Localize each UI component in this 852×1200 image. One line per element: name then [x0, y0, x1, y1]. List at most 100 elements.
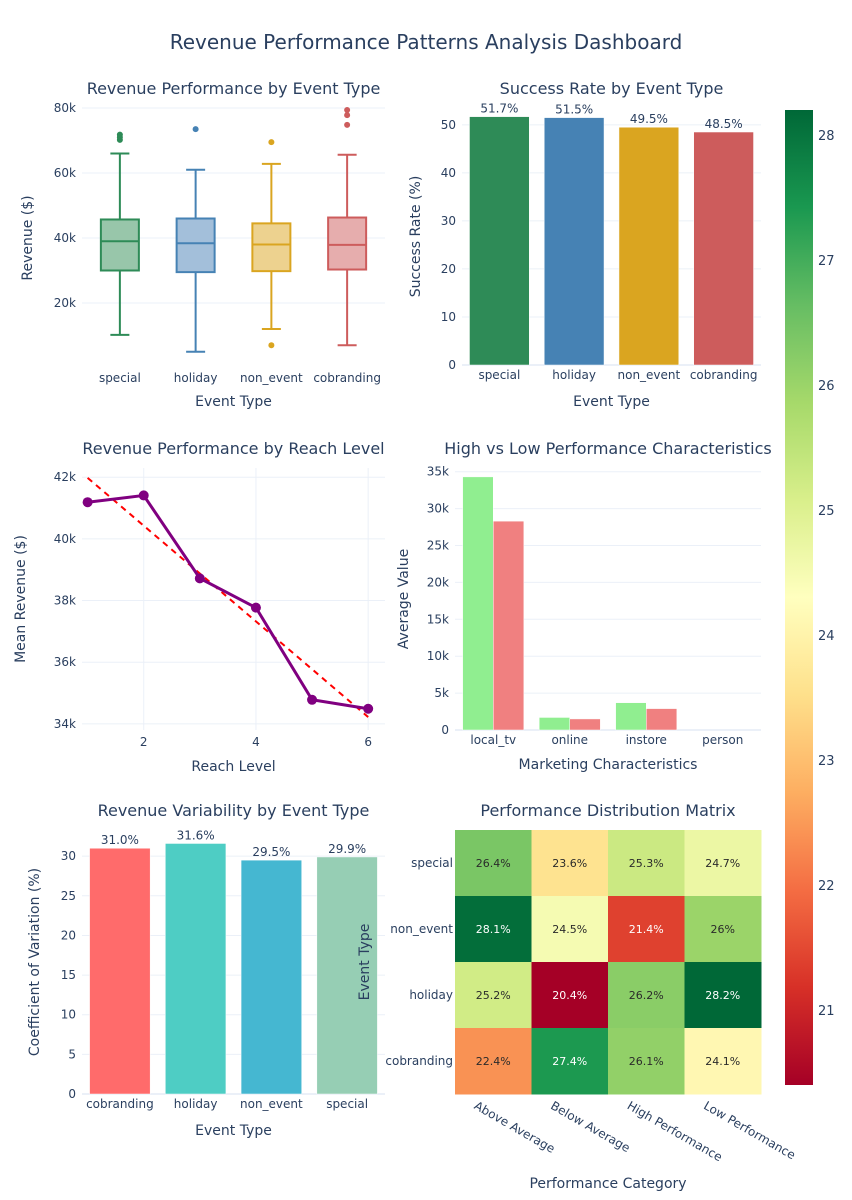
- x-tick-label: 4: [252, 735, 260, 749]
- bar-cobranding: [89, 847, 151, 1095]
- heatmap-cell: [684, 830, 762, 897]
- y-tick-label: 15: [61, 968, 76, 982]
- y-tick-label: non_event: [390, 922, 453, 936]
- y-tick-label: 80k: [54, 101, 76, 115]
- heatmap-cell-label: 26.1%: [629, 1055, 664, 1068]
- x-tick-label: cobranding: [690, 368, 758, 382]
- x-tick-label: holiday: [174, 371, 218, 385]
- heatmap-cell: [684, 962, 762, 1029]
- subplot-title: Performance Distribution Matrix: [480, 801, 735, 820]
- y-tick-label: 0: [68, 1087, 76, 1101]
- y-tick-label: 5k: [434, 686, 449, 700]
- y-axis-title: Success Rate (%): [408, 176, 424, 298]
- y-tick-label: 35k: [427, 465, 449, 479]
- heatmap-cell-label: 25.2%: [476, 989, 511, 1002]
- x-tick-label: holiday: [552, 368, 596, 382]
- bar-online-low: [569, 718, 601, 731]
- x-tick-label: special: [326, 1097, 368, 1111]
- y-tick-label: 10: [61, 1008, 76, 1022]
- outlier-point: [344, 121, 351, 128]
- data-point: [138, 490, 149, 501]
- colorbar-tick-label: 26: [818, 379, 835, 394]
- heatmap-cell: [531, 1028, 609, 1095]
- heatmap-cell-label: 22.4%: [476, 1055, 511, 1068]
- chart-revenue-variability: Revenue Variability by Event Type 0 5 10 15 2…: [27, 801, 385, 1139]
- y-tick-label: 0: [448, 358, 456, 372]
- x-axis-title: Marketing Characteristics: [519, 757, 698, 773]
- chart-high-vs-low: High vs Low Performance Characteristics 0…: [396, 439, 772, 773]
- outlier-point: [268, 139, 275, 146]
- y-tick-label: 60k: [54, 166, 76, 180]
- y-tick-label: 34k: [54, 717, 76, 731]
- x-axis-title: Event Type: [195, 1123, 272, 1139]
- heatmap-cell: [608, 962, 685, 1029]
- y-axis-title: Event Type: [357, 924, 373, 1001]
- x-axis-title: Performance Category: [529, 1176, 686, 1192]
- bar-non_event: [240, 859, 302, 1095]
- y-tick-label: 20k: [427, 575, 449, 589]
- x-tick-label: 6: [364, 735, 372, 749]
- heatmap-cell-label: 24.5%: [552, 923, 587, 936]
- colorbar: 21 22 23 24 25 26 27 28: [785, 110, 835, 1085]
- x-axis-title: Reach Level: [191, 759, 275, 775]
- chart-success-rate: Success Rate by Event Type 0 10 20 30 40 50 51.…: [408, 79, 761, 410]
- y-tick-label: 25: [61, 889, 76, 903]
- x-tick-label: person: [702, 733, 743, 747]
- heatmap-cell: [608, 1028, 685, 1095]
- chart-performance-matrix: Performance Distribution Matrix 26.4% 23.6…: [357, 801, 798, 1192]
- box-holiday: [175, 126, 216, 353]
- y-axis-title: Average Value: [396, 549, 412, 649]
- heatmap-cell-label: 23.6%: [552, 857, 587, 870]
- y-tick-label: cobranding: [385, 1054, 453, 1068]
- x-tick-label: non_event: [240, 1097, 303, 1111]
- outlier-point: [344, 106, 351, 113]
- y-axis-title: Revenue ($): [20, 195, 36, 280]
- chart-revenue-by-event-type: Revenue Performance by Event Type 20k 40k 6…: [20, 79, 385, 410]
- bar-local_tv-high: [462, 476, 494, 731]
- box-special: [99, 131, 140, 336]
- heatmap-cell: [531, 896, 609, 963]
- heatmap-cell: [684, 896, 762, 963]
- x-tick-label: Below Average: [548, 1098, 632, 1155]
- heatmap-cell: [455, 962, 532, 1029]
- bar-special: [469, 116, 530, 366]
- heatmap-cell-label: 24.1%: [705, 1055, 740, 1068]
- y-tick-label: 38k: [54, 594, 76, 608]
- heatmap-cell-label: 26%: [711, 923, 735, 936]
- y-tick-label: 40k: [54, 532, 76, 546]
- x-tick-label: local_tv: [470, 733, 516, 747]
- heatmap-cell: [608, 830, 685, 897]
- outlier-point: [268, 342, 275, 349]
- y-tick-label: 30: [441, 214, 456, 228]
- x-tick-label: instore: [626, 733, 667, 747]
- heatmap-cell: [455, 1028, 532, 1095]
- mean-revenue-line: [87, 493, 369, 711]
- y-tick-label: 20k: [54, 296, 76, 310]
- bar-instore-low: [646, 708, 678, 731]
- data-point: [194, 573, 205, 584]
- x-axis-title: Event Type: [573, 394, 650, 410]
- heatmap-cell: [684, 1028, 762, 1095]
- y-tick-label: 10: [441, 310, 456, 324]
- y-tick-label: 50: [441, 118, 456, 132]
- box-iqr: [175, 217, 216, 274]
- x-axis-title: Event Type: [195, 394, 272, 410]
- subplot-title: Revenue Variability by Event Type: [98, 801, 370, 820]
- data-point: [307, 694, 318, 705]
- outlier-point: [192, 126, 199, 133]
- y-axis-title: Coefficient of Variation (%): [27, 868, 43, 1056]
- bar-online-high: [538, 717, 571, 731]
- colorbar-tick-label: 21: [818, 1004, 835, 1019]
- subplot-title: Revenue Performance by Event Type: [87, 79, 381, 98]
- x-tick-label: special: [478, 368, 520, 382]
- heatmap-cell-label: 21.4%: [629, 923, 664, 936]
- outlier-point: [116, 131, 123, 138]
- y-tick-label: 15k: [427, 612, 449, 626]
- y-tick-label: 20: [61, 928, 76, 942]
- heatmap-cell-label: 26.4%: [476, 857, 511, 870]
- bar-value-label: 48.5%: [705, 117, 743, 131]
- x-tick-label: online: [551, 733, 588, 747]
- x-tick-label: cobranding: [313, 371, 381, 385]
- heatmap-cell: [608, 896, 685, 963]
